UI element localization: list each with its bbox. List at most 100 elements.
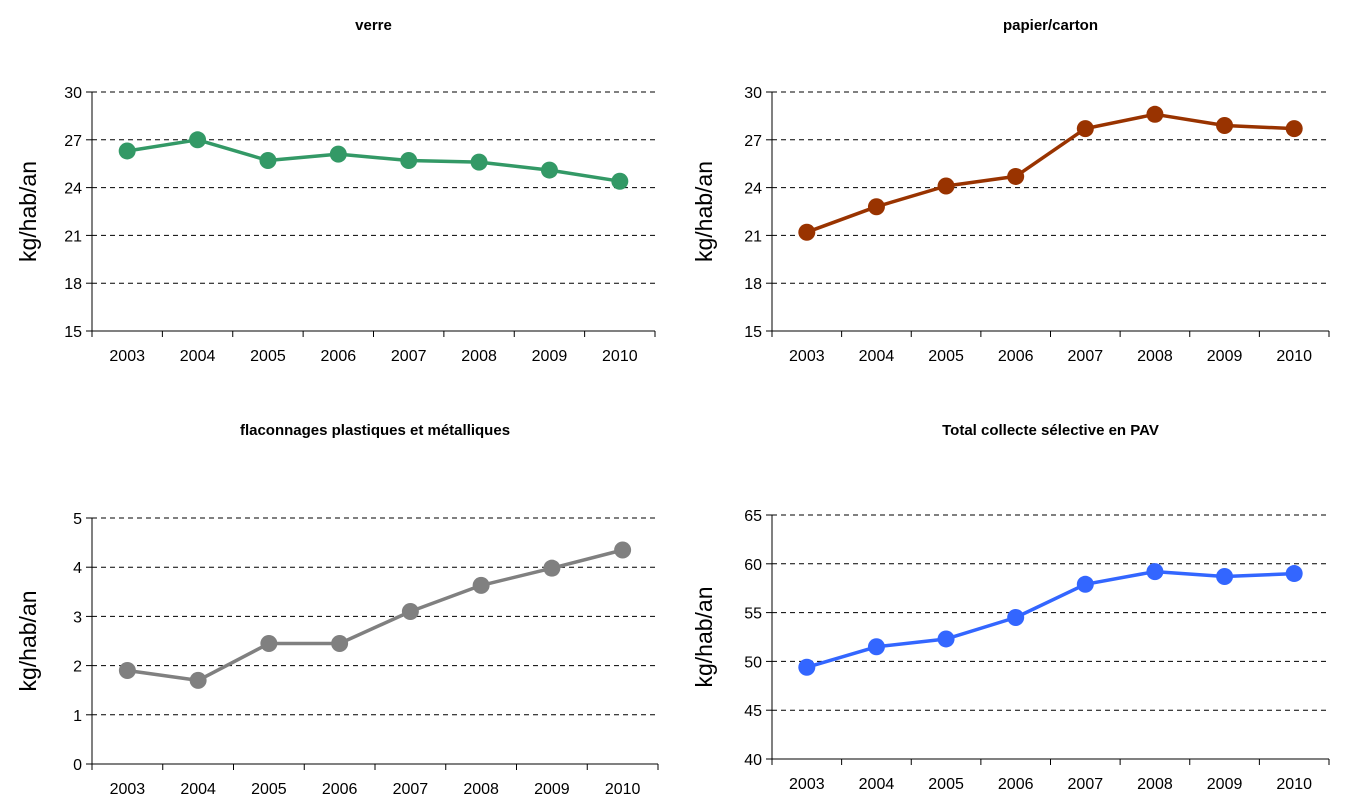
y-tick-label: 2 — [73, 659, 82, 676]
x-tick-label: 2004 — [859, 776, 895, 793]
x-tick-label: 2003 — [789, 776, 825, 793]
data-point — [1146, 563, 1164, 581]
x-tick-label: 2003 — [110, 781, 146, 798]
chart-panel-flaconnages: flaconnages plastiques et métalliques kg/… — [0, 405, 675, 805]
data-point — [1076, 575, 1094, 593]
x-tick-label: 2010 — [1276, 348, 1312, 365]
data-point — [118, 142, 136, 160]
series-line — [806, 112, 1295, 234]
chart-title: flaconnages plastiques et métalliques — [240, 422, 510, 439]
x-tick-label: 2004 — [180, 348, 216, 365]
series-line — [126, 138, 621, 183]
chart-title: papier/carton — [1003, 17, 1098, 34]
y-tick-label: 5 — [73, 511, 82, 528]
data-point — [1216, 116, 1234, 134]
x-tick-label: 2003 — [109, 348, 145, 365]
x-tick-label: 2008 — [1137, 776, 1173, 793]
data-point — [259, 152, 277, 170]
chart-panel-total-pav: Total collecte sélective en PAV kg/hab/an… — [676, 405, 1351, 805]
data-point — [1076, 120, 1094, 138]
x-tick-label: 2006 — [322, 781, 358, 798]
x-tick-label: 2007 — [1068, 776, 1104, 793]
x-tick-label: 2010 — [605, 781, 641, 798]
y-tick-label: 60 — [744, 557, 762, 574]
y-tick-label: 27 — [744, 133, 762, 150]
x-tick-label: 2003 — [789, 348, 825, 365]
y-axis-label: kg/hab/an — [15, 590, 41, 691]
data-point — [401, 602, 419, 620]
data-point — [1285, 120, 1303, 138]
x-tick-label: 2007 — [393, 781, 429, 798]
data-point — [543, 559, 561, 577]
x-tick-label: 2010 — [1276, 776, 1312, 793]
y-axis-label: kg/hab/an — [691, 586, 717, 687]
series-line — [806, 569, 1295, 669]
data-point — [400, 152, 418, 170]
chart-title: Total collecte sélective en PAV — [942, 422, 1159, 439]
x-tick-label: 2006 — [998, 348, 1034, 365]
x-tick-label: 2008 — [461, 348, 497, 365]
x-tick-label: 2004 — [180, 781, 216, 798]
data-point — [867, 638, 885, 656]
x-tick-label: 2005 — [251, 781, 287, 798]
x-tick-label: 2005 — [250, 348, 286, 365]
x-tick-label: 2007 — [1068, 348, 1104, 365]
y-tick-label: 45 — [744, 703, 762, 720]
y-tick-label: 15 — [744, 324, 762, 341]
series-line — [127, 548, 624, 683]
chart-panel-verre: verre kg/hab/an 15 18 21 24 27 30 2003 2004 2005 20… — [0, 0, 675, 400]
y-tick-label: 21 — [744, 228, 762, 245]
y-tick-label: 1 — [73, 708, 82, 725]
data-point — [1007, 167, 1025, 185]
data-point — [1146, 105, 1164, 123]
y-tick-label: 0 — [73, 757, 82, 774]
y-tick-label: 30 — [64, 85, 82, 102]
x-tick-label: 2007 — [391, 348, 427, 365]
x-tick-label: 2006 — [321, 348, 357, 365]
x-tick-label: 2009 — [1207, 776, 1243, 793]
y-tick-label: 27 — [64, 133, 82, 150]
chart-papier-carton: papier/carton kg/hab/an 15 18 21 24 27 30 2003 20… — [691, 17, 1330, 365]
x-tick-label: 2009 — [532, 348, 568, 365]
y-tick-label: 24 — [64, 181, 82, 198]
x-tick-label: 2009 — [534, 781, 570, 798]
x-tick-label: 2008 — [463, 781, 499, 798]
y-tick-label: 15 — [64, 324, 82, 341]
data-point — [472, 576, 490, 594]
chart-verre: verre kg/hab/an 15 18 21 24 27 30 2003 2004 2005 20… — [15, 17, 656, 365]
y-tick-label: 4 — [73, 560, 82, 577]
y-tick-label: 21 — [64, 228, 82, 245]
chart-title: verre — [355, 17, 392, 34]
data-point — [260, 634, 278, 652]
data-point — [331, 634, 349, 652]
data-point — [540, 161, 558, 179]
data-point — [329, 145, 347, 163]
data-point — [470, 153, 488, 171]
x-tick-label: 2010 — [602, 348, 638, 365]
data-point — [1216, 567, 1234, 585]
x-tick-label: 2008 — [1137, 348, 1173, 365]
data-point — [1285, 565, 1303, 583]
data-point — [798, 223, 816, 241]
data-point — [867, 198, 885, 216]
y-tick-label: 24 — [744, 181, 762, 198]
data-point — [118, 662, 136, 680]
x-tick-label: 2005 — [928, 348, 964, 365]
y-tick-label: 18 — [744, 276, 762, 293]
x-tick-label: 2004 — [859, 348, 895, 365]
x-tick-label: 2006 — [998, 776, 1034, 793]
chart-panel-papier-carton: papier/carton kg/hab/an 15 18 21 24 27 30 2003 20… — [676, 0, 1351, 400]
y-tick-label: 3 — [73, 609, 82, 626]
data-point — [614, 541, 632, 559]
y-tick-label: 65 — [744, 508, 762, 525]
y-tick-label: 40 — [744, 752, 762, 769]
chart-total-pav: Total collecte sélective en PAV kg/hab/an… — [691, 422, 1330, 793]
chart-flaconnages: flaconnages plastiques et métalliques kg/… — [15, 422, 659, 798]
y-axis-label: kg/hab/an — [691, 161, 717, 262]
data-point — [611, 172, 629, 190]
data-point — [937, 177, 955, 195]
data-point — [798, 658, 816, 676]
x-tick-label: 2009 — [1207, 348, 1243, 365]
y-axis-label: kg/hab/an — [15, 161, 41, 262]
y-tick-label: 30 — [744, 85, 762, 102]
